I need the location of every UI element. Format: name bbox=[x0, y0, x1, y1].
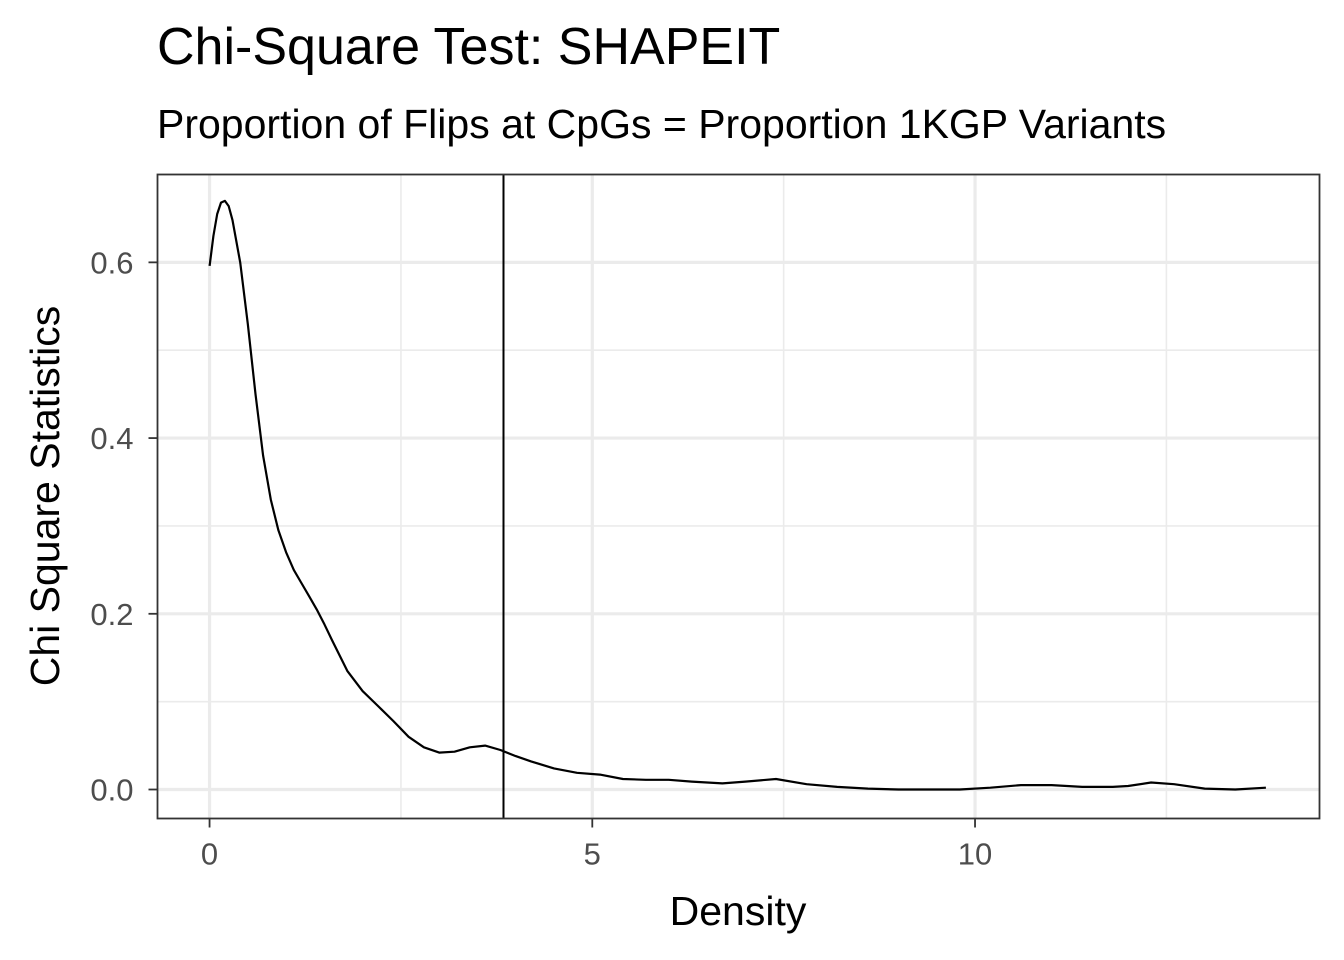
y-tick-label: 0.4 bbox=[90, 421, 133, 456]
chart-subtitle: Proportion of Flips at CpGs = Proportion… bbox=[157, 101, 1166, 147]
grid-lines bbox=[157, 173, 1320, 819]
axes: 0 5 10 0.0 0.2 0.4 0.6 bbox=[90, 245, 992, 871]
density-curve bbox=[208, 199, 1266, 791]
y-axis-title: Chi Square Statistics bbox=[22, 306, 68, 687]
chart-title: Chi-Square Test: SHAPEIT bbox=[157, 18, 780, 76]
x-axis-title: Density bbox=[670, 888, 807, 934]
x-tick-label: 5 bbox=[584, 837, 601, 872]
plot-panel bbox=[157, 174, 1320, 819]
plot-border bbox=[156, 173, 1321, 820]
data-layer bbox=[208, 174, 1266, 819]
x-tick-label: 10 bbox=[958, 837, 992, 872]
y-tick-label: 0.6 bbox=[90, 245, 133, 280]
y-tick-label: 0.0 bbox=[90, 773, 133, 808]
x-tick-label: 0 bbox=[201, 837, 218, 872]
y-tick-label: 0.2 bbox=[90, 597, 133, 632]
